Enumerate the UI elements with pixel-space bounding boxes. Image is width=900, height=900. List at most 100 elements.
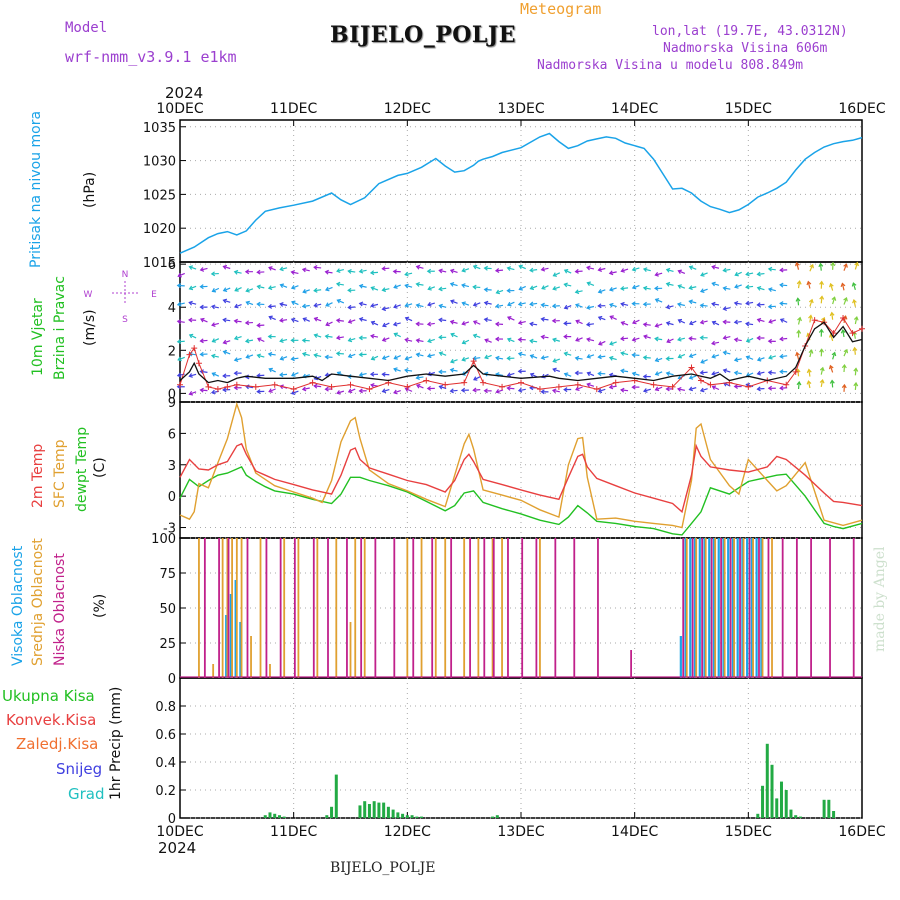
wind-barb-head [631,337,637,342]
wind-barb [734,358,742,361]
precip-bar [789,809,793,818]
wind-barb-head [267,351,273,357]
wind-barb-head [797,316,802,322]
wind-barb-head [608,384,614,390]
wind-barb [678,270,686,275]
wind-barb-head [382,322,387,328]
wind-barb [211,322,219,326]
wind-barb-head [819,280,825,286]
wind-barb-head [449,319,455,325]
wind-barb [314,317,322,322]
wind-barb-head [840,329,846,334]
wind-barb [723,268,731,272]
wind-barb [348,319,356,323]
wind-barb-head [733,357,739,363]
wind-barb [348,306,356,309]
wind-barb-head [745,321,750,327]
wind-barb-head [392,321,398,327]
wind-barb [564,304,572,309]
wind-barb-head [620,351,625,356]
wind-barb [587,354,595,358]
wind-barb-head [829,282,834,288]
wind-barb [677,388,686,391]
wind-barb [177,302,185,306]
wind-gust-marker [404,383,411,390]
wind-barb [530,340,538,343]
wind-barb-head [222,373,227,379]
wind-barb-head [404,355,409,361]
wind-barb-head [188,285,194,291]
wind-barb-head [733,319,739,325]
wind-barb [189,391,197,395]
wind-barb-head [370,320,376,326]
precip-bar [832,811,836,818]
wind-barb-head [279,317,284,323]
wind-barb [610,315,617,320]
wind-barb-head [199,387,204,393]
wind-barb [655,338,663,341]
wind-barb [462,321,470,325]
wind-barb [632,284,640,289]
wind-barb [348,270,356,273]
wind-barb-head [620,268,625,273]
wind-barb-head [494,336,500,342]
wind-barb-head [358,372,364,377]
wind-barb [666,322,674,326]
wind-barb-head [268,388,273,393]
wind-barb [336,336,344,339]
wind-barb [843,263,848,271]
precip-bar [268,812,272,818]
wind-barb-head [267,334,272,339]
wind-barb-head [461,267,466,273]
lonlat-text: lon,lat (19.7E, 43.0312N) [652,24,848,39]
wind-barb-head [211,338,217,343]
ytick-label-cloud: 0 [168,672,176,687]
wind-barb [564,269,572,274]
model-label: Model [65,20,108,36]
wind-barb-head [404,387,410,392]
wind-gust-marker [811,317,818,324]
wind-barb [212,372,220,377]
wind-barb-head [461,340,467,345]
wind-barb-head [795,297,801,302]
wind-barb [734,371,742,375]
wind-barb [807,381,811,389]
wind-barb [439,269,447,273]
wind-barb [632,319,640,324]
wind-barb [394,354,401,360]
wind-barb-head [853,367,859,372]
wind-barb [211,354,219,358]
wind-barb-head [796,280,802,285]
wind-barb-head [852,298,857,304]
wind-barb-head [438,384,443,390]
wind-barb-head [620,301,625,307]
wind-barb-head [381,388,387,394]
precip-bar [495,815,499,818]
dewpoint-line [179,466,863,536]
xtick-label-top: 11DEC [270,101,317,117]
ytick-label-pressure: 1035 [143,121,176,136]
wind-barb-head [210,353,216,359]
wind-barb-head [290,317,296,323]
wind-barb [337,299,345,304]
wind-barb-head [517,337,523,343]
wind-barb-head [608,355,614,361]
wind-barb [621,303,629,306]
wind-barb-head [176,319,182,325]
wind-barb-head [244,320,250,326]
wind-barb-head [796,329,802,334]
wind-barb [643,323,651,326]
wind-gust-marker [518,379,524,386]
wind-barb-head [631,284,637,290]
wind-barb-head [853,316,859,321]
wind-barb-head [324,269,329,275]
wind-barb-head [518,286,523,291]
wind-barb [200,267,208,271]
wind-barb [234,335,242,340]
wind-barb [852,282,856,290]
wind-barb [757,357,765,361]
wind-barb-head [347,287,352,293]
wind-gust-marker [328,383,335,390]
wind-barb [291,390,299,395]
wind-barb [797,281,801,289]
